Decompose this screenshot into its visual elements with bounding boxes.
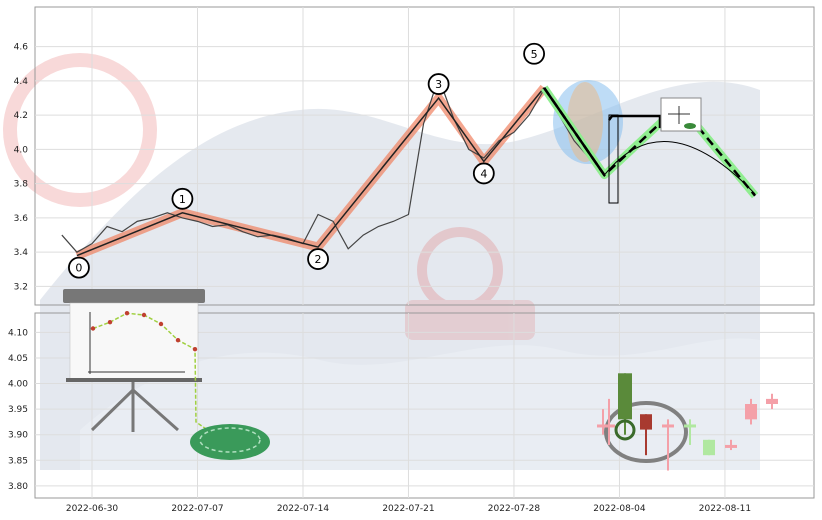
y-tick-label: 3.95 (8, 405, 28, 415)
x-tick-label: 2022-07-14 (277, 504, 330, 514)
y-tick-label: 4.05 (8, 354, 28, 364)
candle-marker-circle (614, 419, 636, 441)
candle-body (684, 424, 696, 428)
candle (603, 398, 615, 445)
background-wave-watermark (40, 81, 760, 470)
wave-point-label: 2 (315, 253, 322, 266)
inset-series-point (192, 347, 198, 352)
candle-body (766, 398, 778, 404)
wave-point-marker: 1 (171, 187, 194, 210)
candle (703, 439, 715, 456)
wave-point-circle (427, 73, 450, 95)
y-tick-label: 4.00 (8, 380, 28, 390)
wave-point-marker: 5 (523, 42, 545, 65)
y-tick-label: 4.4 (14, 77, 29, 87)
wave-point-label: 1 (179, 193, 186, 206)
candle (725, 439, 737, 451)
wave-line (76, 87, 545, 257)
inset-series-point (141, 312, 147, 318)
y-tick-label: 3.4 (14, 248, 29, 258)
candle-body (603, 424, 615, 428)
candle (745, 398, 757, 425)
candle (662, 419, 674, 471)
inset-series-point (107, 320, 113, 325)
candle-body (640, 414, 652, 430)
wave-point-label: 5 (531, 48, 538, 61)
candle (618, 373, 632, 435)
wave-point-circle (472, 162, 495, 185)
y-tick-label: 3.90 (8, 431, 28, 441)
top-panel-frame (34, 6, 815, 306)
wave-point-circle (307, 248, 329, 270)
wave-point-circle (68, 256, 90, 279)
top-panel-y-axis: 3.2 3.4 3.6 3.8 4.0 4.2 4.4 4.6 (14, 43, 29, 293)
inset-series-point (175, 338, 181, 343)
y-tick-label: 3.6 (14, 214, 29, 224)
x-axis: 2022-06-30 2022-07-07 2022-07-14 2022-07-21… (66, 504, 751, 514)
candle-body (745, 404, 757, 420)
x-tick-label: 2022-08-11 (699, 504, 751, 514)
projection-box-annotation (608, 97, 702, 204)
whiteboard-inset (63, 289, 270, 460)
candle-body (662, 424, 674, 428)
x-tick-label: 2022-06-30 (66, 504, 119, 514)
wave-point-label: 4 (480, 167, 487, 180)
projection-line (543, 87, 757, 197)
y-tick-label: 4.10 (8, 328, 28, 338)
candle (684, 419, 696, 445)
wave-point-marker: 0 (68, 256, 90, 279)
projection-arc (603, 141, 756, 195)
y-tick-label: 4.6 (14, 43, 29, 53)
inset-series-point (158, 321, 164, 327)
x-tick-label: 2022-08-04 (593, 504, 646, 514)
candle-body (618, 373, 632, 420)
y-tick-label: 3.85 (8, 456, 28, 466)
y-tick-label: 4.2 (14, 111, 28, 121)
bottom-panel-y-axis: 3.80 3.85 3.90 3.95 4.00 4.05 4.10 (8, 328, 28, 492)
candle-body (725, 444, 737, 448)
x-tick-label: 2022-07-07 (171, 504, 223, 514)
projection-first-leg (543, 87, 606, 176)
projection-lines (540, 85, 759, 199)
candle (640, 414, 652, 456)
inset-series-point (124, 311, 130, 316)
candle-highlight-ellipse (604, 401, 688, 463)
wave-point-label: 3 (435, 78, 442, 91)
y-tick-label: 3.8 (14, 180, 29, 190)
wave-point-circle (171, 187, 194, 210)
wave-point-labels: 0 1 2 3 4 5 (68, 42, 545, 279)
x-tick-label: 2022-07-21 (382, 504, 434, 514)
candle (766, 393, 778, 410)
bottom-panel-frame (34, 312, 815, 499)
wave-point-circle (523, 42, 545, 65)
candle-body (703, 439, 715, 456)
background-logo-watermark (3, 53, 535, 340)
wave-point-label: 0 (75, 262, 82, 275)
wave-point-marker: 4 (472, 162, 495, 185)
wave-point-marker: 3 (427, 73, 450, 95)
x-tick-label: 2022-07-28 (488, 504, 541, 514)
y-tick-label: 3.2 (14, 282, 28, 292)
candlesticks (597, 373, 778, 471)
inset-series-point (90, 326, 96, 331)
wave-point-marker: 2 (307, 248, 329, 270)
y-tick-label: 4.0 (14, 145, 29, 155)
wave-lines (76, 87, 545, 257)
y-tick-label: 3.80 (8, 482, 28, 492)
